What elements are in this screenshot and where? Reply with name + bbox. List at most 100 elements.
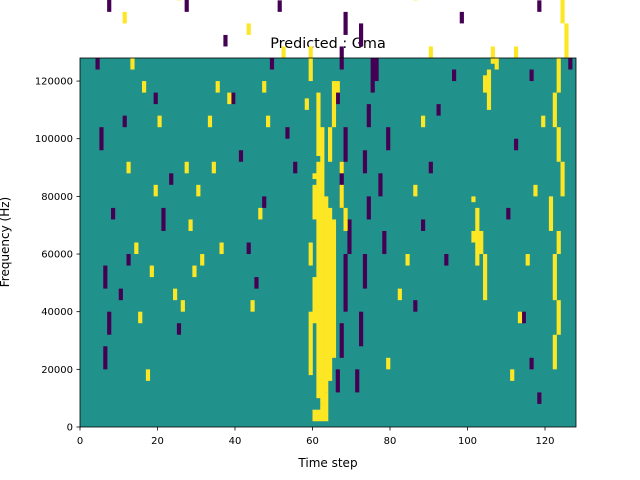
heatmap-cell-high xyxy=(328,127,333,162)
heatmap-cell-low xyxy=(111,207,116,220)
heatmap-cell-low xyxy=(277,0,282,12)
heatmap-cell-high xyxy=(196,184,201,197)
heatmap-cell-high xyxy=(556,127,561,162)
heatmap-cell-low xyxy=(452,69,457,82)
x-tick-label: 80 xyxy=(384,436,397,447)
heatmap-cell-low xyxy=(161,207,166,231)
heatmap-cell-low xyxy=(184,0,189,12)
heatmap-cell-low xyxy=(293,161,298,174)
heatmap-cell-high xyxy=(343,207,348,231)
heatmap-cell-high xyxy=(339,161,344,174)
heatmap-cell-high xyxy=(564,23,569,58)
y-axis: 0 20000 40000 60000 80000 100000 120000 xyxy=(35,77,80,434)
heatmap-cell-high xyxy=(405,254,410,266)
heatmap-cell-high xyxy=(258,207,263,220)
heatmap-cell-low xyxy=(262,196,267,208)
heatmap-cell-high xyxy=(556,300,561,335)
heatmap-cell-high xyxy=(134,242,139,255)
heatmap-cell-low xyxy=(537,0,542,12)
heatmap-cell-low xyxy=(107,311,112,335)
heatmap-cell-high xyxy=(386,357,391,370)
y-tick-label: 40000 xyxy=(41,307,73,318)
heatmap-cell-low xyxy=(529,69,534,82)
heatmap-cell-high xyxy=(552,334,557,370)
y-tick-label: 20000 xyxy=(41,365,73,376)
heatmap-cell-high xyxy=(560,0,565,24)
heatmap-cell-low xyxy=(537,392,542,404)
x-tick-label: 100 xyxy=(458,436,477,447)
heatmap-cell-high xyxy=(541,115,546,128)
heatmap-cell-low xyxy=(521,311,526,324)
heatmap-cell-high xyxy=(130,58,135,70)
heatmap-cell-high xyxy=(556,58,561,93)
heatmap-cell-high xyxy=(312,184,317,220)
heatmap-cell-high xyxy=(219,242,224,255)
x-tick-label: 0 xyxy=(77,436,83,447)
y-tick-label: 60000 xyxy=(41,250,73,261)
heatmap-cell-high xyxy=(525,254,530,266)
heatmap-cell-high xyxy=(200,254,205,266)
plot-area xyxy=(79,0,577,428)
heatmap-cell-high xyxy=(339,184,344,208)
heatmap-cell-high xyxy=(211,161,216,174)
y-tick-label: 100000 xyxy=(35,134,73,145)
heatmap-cell-high xyxy=(173,288,178,301)
heatmap-cell-low xyxy=(107,0,112,12)
heatmap-cell-low xyxy=(362,254,368,289)
y-tick-label: 80000 xyxy=(41,192,73,203)
heatmap-cell-high xyxy=(192,265,197,278)
heatmap-cell-high xyxy=(517,311,523,324)
heatmap-cell-low xyxy=(153,92,158,105)
heatmap-cell-high xyxy=(126,161,131,174)
heatmap-cell-low xyxy=(103,265,108,289)
heatmap-cell-low xyxy=(421,219,426,231)
heatmap-cell-high xyxy=(483,75,488,93)
heatmap-cell-high xyxy=(421,115,426,128)
heatmap-cell-high xyxy=(556,230,561,255)
heatmap-cell-low xyxy=(103,346,108,370)
heatmap-cell-high xyxy=(494,58,499,70)
heatmap-cell-low xyxy=(238,150,244,162)
heatmap-cell-high xyxy=(320,127,325,404)
heatmap-cell-low xyxy=(347,219,352,255)
heatmap-cell-low xyxy=(366,104,371,128)
heatmap-cell-high xyxy=(548,196,554,231)
heatmap-cell-low xyxy=(95,58,100,70)
heatmap-cell-low xyxy=(514,138,519,151)
y-axis-label: Frequency (Hz) xyxy=(0,197,12,288)
heatmap-cell-high xyxy=(266,115,271,128)
heatmap-cell-high xyxy=(483,254,488,301)
heatmap-cell-low xyxy=(343,127,348,162)
heatmap-cell-high xyxy=(552,254,557,301)
heatmap-cell-low xyxy=(122,115,127,128)
heatmap-cell-high xyxy=(335,81,340,93)
x-tick-label: 60 xyxy=(306,436,319,447)
heatmap-cell-low xyxy=(374,58,379,82)
heatmap-cell-high xyxy=(122,11,127,24)
heatmap-cell-low xyxy=(343,254,348,312)
heatmap-cell-low xyxy=(126,254,131,266)
heatmap-cell-high xyxy=(312,409,317,422)
heatmap-cell-high xyxy=(479,230,484,255)
heatmap-cell-low xyxy=(382,230,387,255)
heatmap-cell-high xyxy=(153,184,158,197)
heatmap-cell-high xyxy=(207,115,213,128)
heatmap-cell-low xyxy=(355,369,360,393)
plot-frame xyxy=(79,57,577,428)
heatmap-cell-high xyxy=(486,69,492,110)
heatmap-cell-high xyxy=(316,161,321,399)
heatmap-cell-high xyxy=(471,196,476,203)
heatmap-cell-high xyxy=(145,369,151,381)
heatmap-cell-high xyxy=(328,207,333,381)
heatmap-cell-high xyxy=(308,311,313,376)
heatmap-cell-low xyxy=(269,58,275,70)
x-axis: 0 20 40 60 80 100 120 xyxy=(77,427,555,447)
heatmap-cell-high xyxy=(533,184,538,197)
y-tick-label: 120000 xyxy=(35,77,73,88)
heatmap-cell-high xyxy=(490,46,495,64)
heatmap-cell-high xyxy=(246,23,251,35)
heatmap-cell-low xyxy=(231,92,236,105)
heatmap-cell-high xyxy=(308,46,313,82)
heatmap-cell-high xyxy=(316,92,321,157)
